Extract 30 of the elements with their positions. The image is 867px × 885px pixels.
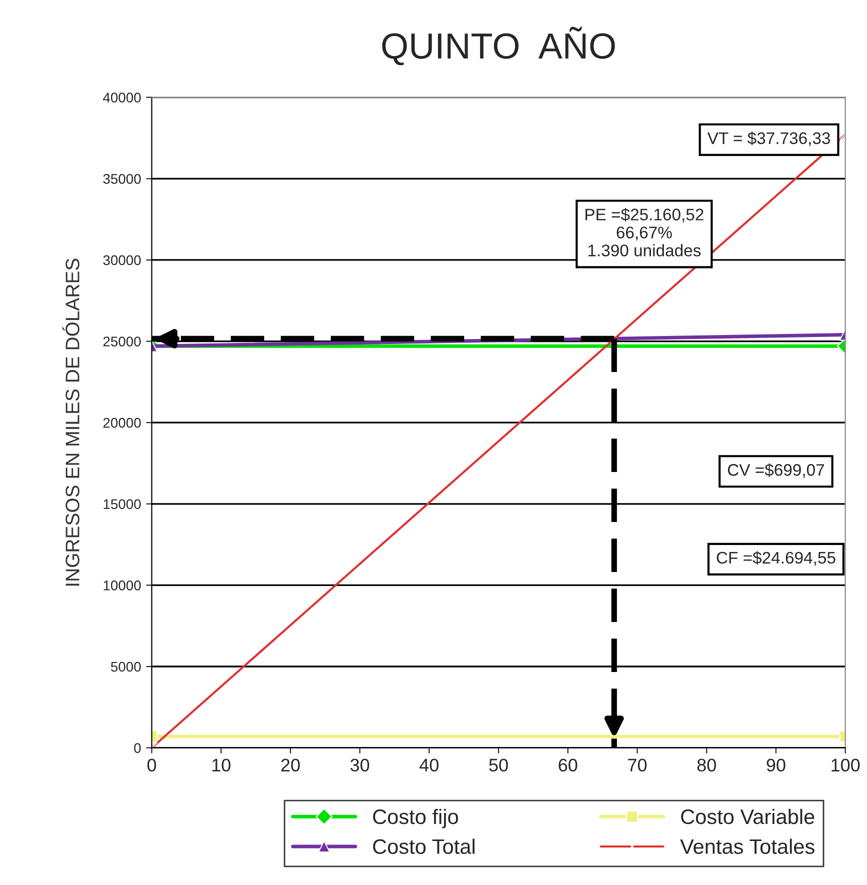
x-tick-label: 60 bbox=[558, 758, 578, 772]
x-tick-label: 50 bbox=[489, 758, 508, 772]
y-tick-label: 15000 bbox=[104, 499, 141, 510]
y-tick-label: 30000 bbox=[103, 255, 141, 266]
y-tick-label: 20000 bbox=[103, 418, 141, 428]
annotation: CV =$699,07 bbox=[728, 463, 824, 478]
legend-label: Costo Total bbox=[373, 838, 474, 854]
legend-label: Ventas Totales bbox=[680, 838, 814, 854]
y-axis-title: INGRESOS EN MILES DE DÓLARES bbox=[62, 258, 80, 586]
chart-title: QUINTO AÑO bbox=[382, 26, 615, 66]
x-tick-label: 80 bbox=[697, 758, 716, 772]
annotation: PE =$25.160,52 66,67% 1.390 unidades bbox=[586, 208, 704, 256]
y-tick-label: 40000 bbox=[103, 92, 141, 103]
x-tick-label: 20 bbox=[281, 758, 300, 772]
y-tick-label: 5000 bbox=[110, 662, 141, 672]
legend-label: Costo fijo bbox=[373, 808, 458, 828]
y-tick-label: 0 bbox=[134, 743, 141, 753]
x-tick-label: 0 bbox=[147, 758, 156, 772]
x-tick-label: 90 bbox=[766, 758, 786, 772]
x-tick-label: 70 bbox=[628, 758, 647, 772]
x-tick-label: 40 bbox=[420, 758, 438, 772]
x-tick-label: 30 bbox=[350, 758, 370, 772]
x-tick-label: 100 bbox=[832, 758, 860, 772]
annotation: CF =$24.694,55 bbox=[716, 551, 836, 566]
y-tick-label: 25000 bbox=[103, 336, 141, 346]
x-tick-label: 10 bbox=[212, 758, 230, 772]
legend-label: Costo Variable bbox=[681, 808, 814, 824]
y-tick-label: 35000 bbox=[103, 174, 141, 184]
y-tick-label: 10000 bbox=[104, 580, 141, 590]
annotation: VT = $37.736,33 bbox=[707, 132, 830, 146]
